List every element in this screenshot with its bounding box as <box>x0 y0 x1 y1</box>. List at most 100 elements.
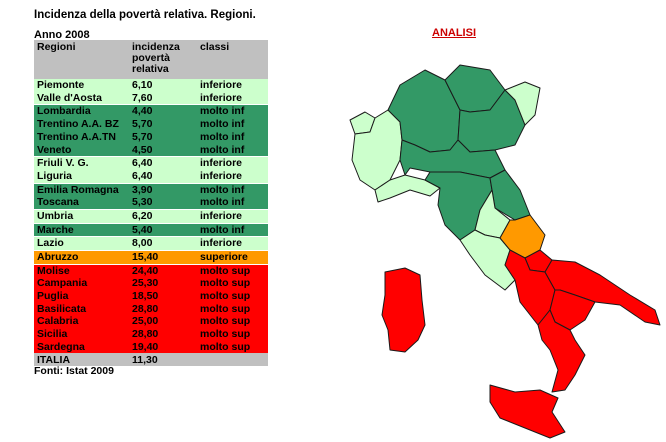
value-cell: 25,00 <box>132 315 159 328</box>
value-cell: 28,80 <box>132 302 159 315</box>
class-cell: molto inf <box>200 105 245 118</box>
region-cell: Abruzzo <box>37 251 79 264</box>
region-cell: Friuli V. G. <box>37 157 89 170</box>
table-row: Trentino A.A. BZ 5,70 molto inf <box>34 118 268 131</box>
header-regioni: Regioni <box>37 41 76 53</box>
class-cell: inferiore <box>200 169 243 182</box>
table-row: Liguria 6,40 inferiore <box>34 169 268 183</box>
region-cell: Umbria <box>37 209 74 222</box>
value-cell: 5,70 <box>132 130 153 143</box>
table-row: Calabria 25,00 molto sup <box>34 315 268 329</box>
source-note: Fonti: Istat 2009 <box>34 365 114 377</box>
region-cell: Basilicata <box>37 302 87 315</box>
class-cell: molto sup <box>200 340 251 353</box>
region-cell: Veneto <box>37 143 72 156</box>
value-cell: 15,40 <box>132 251 159 264</box>
class-cell: molto sup <box>200 277 251 290</box>
value-cell: 8,00 <box>132 237 153 250</box>
table-row: Abruzzo 15,40 superiore <box>34 249 268 264</box>
class-cell: molto sup <box>200 315 251 328</box>
map-region-calabria <box>537 309 586 393</box>
total-region: ITALIA <box>37 353 71 366</box>
table-row: Trentino A.A.TN 5,70 molto inf <box>34 130 268 144</box>
region-cell: Calabria <box>37 315 79 328</box>
table-row: Basilicata 28,80 molto sup <box>34 302 268 316</box>
class-cell: molto inf <box>200 130 245 143</box>
region-cell: Emilia Romagna <box>37 183 119 196</box>
class-cell: molto inf <box>200 118 245 131</box>
value-cell: 6,20 <box>132 209 153 222</box>
table-row: Umbria 6,20 inferiore <box>34 208 268 223</box>
class-cell: inferiore <box>200 209 243 222</box>
header-incidenza: incidenza povertà relativa <box>132 41 180 76</box>
table-body: Piemonte 6,10 inferiore Valle d'Aosta 7,60 in… <box>34 79 268 354</box>
map-region-friuli <box>504 81 541 126</box>
class-cell: molto sup <box>200 264 251 277</box>
table-row: Toscana 5,30 molto inf <box>34 196 268 209</box>
table-row: Lazio 8,00 inferiore <box>34 236 268 250</box>
table-row: Emilia Romagna 3,90 molto inf <box>34 182 268 197</box>
class-cell: molto sup <box>200 328 251 341</box>
region-cell: Sicilia <box>37 328 68 341</box>
class-cell: molto inf <box>200 183 245 196</box>
region-cell: Lombardia <box>37 105 91 118</box>
value-cell: 3,90 <box>132 183 153 196</box>
table-total-row: ITALIA 11,30 <box>34 353 268 367</box>
table-row: Molise 24,40 molto sup <box>34 263 268 278</box>
table-row: Piemonte 6,10 inferiore <box>34 79 268 92</box>
value-cell: 7,60 <box>132 91 153 104</box>
table-row: Campania 25,30 molto sup <box>34 277 268 290</box>
total-value: 11,30 <box>132 353 158 366</box>
page-title: Incidenza della povertà relativa. Region… <box>34 9 256 21</box>
class-cell: molto sup <box>200 302 251 315</box>
map-region-sicilia <box>489 384 566 439</box>
table-row: Veneto 4,50 molto inf <box>34 143 268 157</box>
table-row: Lombardia 4,40 molto inf <box>34 104 268 119</box>
value-cell: 5,30 <box>132 196 153 209</box>
class-cell: molto inf <box>200 196 245 209</box>
value-cell: 4,50 <box>132 143 153 156</box>
region-cell: Campania <box>37 277 88 290</box>
value-cell: 19,40 <box>132 340 159 353</box>
value-cell: 6,10 <box>132 79 153 92</box>
value-cell: 28,80 <box>132 328 159 341</box>
region-cell: Trentino A.A. BZ <box>37 118 119 131</box>
region-cell: Piemonte <box>37 79 85 92</box>
value-cell: 18,50 <box>132 290 159 303</box>
class-cell: inferiore <box>200 79 243 92</box>
italy-map <box>349 64 661 439</box>
value-cell: 24,40 <box>132 264 159 277</box>
region-cell: Molise <box>37 264 70 277</box>
region-cell: Valle d'Aosta <box>37 91 102 104</box>
class-cell: inferiore <box>200 237 243 250</box>
region-cell: Toscana <box>37 196 79 209</box>
table-row: Valle d'Aosta 7,60 inferiore <box>34 91 268 105</box>
class-cell: molto sup <box>200 290 251 303</box>
table-header: Regioni incidenza povertà relativa class… <box>34 40 268 79</box>
map-region-sardegna <box>381 267 426 353</box>
region-cell: Lazio <box>37 237 64 250</box>
table-row: Friuli V. G. 6,40 inferiore <box>34 156 268 170</box>
region-cell: Trentino A.A.TN <box>37 130 116 143</box>
class-cell: molto inf <box>200 223 245 236</box>
table-row: Sicilia 28,80 molto sup <box>34 328 268 341</box>
value-cell: 5,70 <box>132 118 153 131</box>
analisi-link[interactable]: ANALISI <box>432 27 476 39</box>
region-cell: Puglia <box>37 290 69 303</box>
class-cell: inferiore <box>200 91 243 104</box>
region-cell: Liguria <box>37 169 73 182</box>
table-row: Puglia 18,50 molto sup <box>34 290 268 303</box>
value-cell: 4,40 <box>132 105 153 118</box>
value-cell: 25,30 <box>132 277 159 290</box>
poverty-table: Regioni incidenza povertà relativa class… <box>34 40 268 367</box>
year-label: Anno 2008 <box>34 29 90 41</box>
region-cell: Marche <box>37 223 74 236</box>
region-cell: Sardegna <box>37 340 85 353</box>
class-cell: superiore <box>200 251 248 264</box>
value-cell: 6,40 <box>132 169 153 182</box>
table-row: Sardegna 19,40 molto sup <box>34 340 268 354</box>
class-cell: molto inf <box>200 143 245 156</box>
value-cell: 6,40 <box>132 157 153 170</box>
class-cell: inferiore <box>200 157 243 170</box>
value-cell: 5,40 <box>132 223 153 236</box>
